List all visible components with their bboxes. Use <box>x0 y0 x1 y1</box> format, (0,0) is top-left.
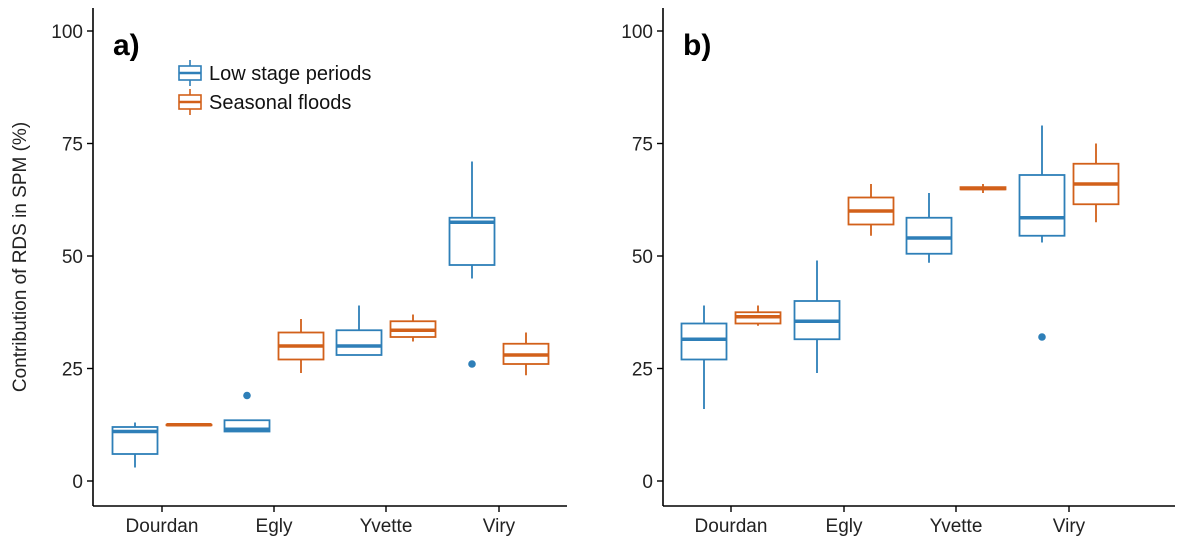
y-tick-label: 0 <box>72 472 83 493</box>
box-yvette-seasonal-floods <box>959 184 1007 193</box>
box-viry-low-stage <box>1018 125 1066 341</box>
box-iqr <box>223 419 271 433</box>
x-tick-label: Dourdan <box>126 516 199 537</box>
x-tick-label: Egly <box>256 516 293 537</box>
legend-item-seasonal-floods: Seasonal floods <box>178 89 351 115</box>
outlier-point <box>468 360 476 368</box>
box-yvette-low-stage <box>905 193 953 263</box>
box-iqr <box>335 329 383 356</box>
y-tick-label: 75 <box>632 135 653 156</box>
box-egly-low-stage <box>223 391 271 433</box>
box-iqr <box>680 322 728 361</box>
box-iqr <box>905 216 953 255</box>
x-tick-label: Viry <box>1053 516 1086 537</box>
outlier-point <box>1038 333 1046 341</box>
box-viry-low-stage <box>448 161 496 368</box>
panel-b: 0 25 50 75 100 Dourdan Egly Yvette Viry b) <box>621 8 1175 537</box>
panel-label: a) <box>113 29 140 62</box>
box-egly-seasonal-floods <box>277 319 325 373</box>
x-tick-label: Yvette <box>930 516 983 537</box>
legend-item-low-stage: Low stage periods <box>178 60 371 86</box>
y-axis-label: Contribution of RDS in SPM (%) <box>10 122 31 392</box>
y-tick-label: 50 <box>62 247 83 268</box>
y-tick-label: 50 <box>632 247 653 268</box>
y-tick-label: 25 <box>62 360 83 381</box>
box-viry-seasonal-floods <box>502 332 550 376</box>
box-viry-seasonal-floods <box>1072 143 1120 223</box>
box-dourdan-seasonal-floods <box>734 305 782 326</box>
y-tick-label: 25 <box>632 360 653 381</box>
outlier-point <box>243 391 251 400</box>
box-iqr <box>1018 174 1066 237</box>
legend: Low stage periods Seasonal floods <box>178 60 371 115</box>
y-tick-label: 0 <box>642 472 653 493</box>
box-dourdan-seasonal-floods <box>165 422 213 427</box>
box-egly-low-stage <box>793 260 841 373</box>
box-dourdan-low-stage <box>111 422 159 468</box>
panel-a: 0 25 50 75 100 Dourdan Egly Yvette Viry a) Low sta… <box>51 8 567 537</box>
x-tick-label: Yvette <box>360 516 413 537</box>
y-tick-label: 100 <box>51 22 83 43</box>
y-tick-label: 75 <box>62 135 83 156</box>
legend-label: Seasonal floods <box>209 92 351 114</box>
legend-label: Low stage periods <box>209 63 371 85</box>
box-dourdan-low-stage <box>680 305 728 409</box>
x-tick-label: Dourdan <box>695 516 768 537</box>
x-tick-label: Viry <box>483 516 516 537</box>
box-yvette-seasonal-floods <box>389 314 437 342</box>
x-tick-label: Egly <box>826 516 863 537</box>
box-egly-seasonal-floods <box>847 184 895 236</box>
box-yvette-low-stage <box>335 305 383 356</box>
box-iqr <box>448 216 496 266</box>
panel-label: b) <box>683 29 711 62</box>
y-tick-label: 100 <box>621 22 653 43</box>
